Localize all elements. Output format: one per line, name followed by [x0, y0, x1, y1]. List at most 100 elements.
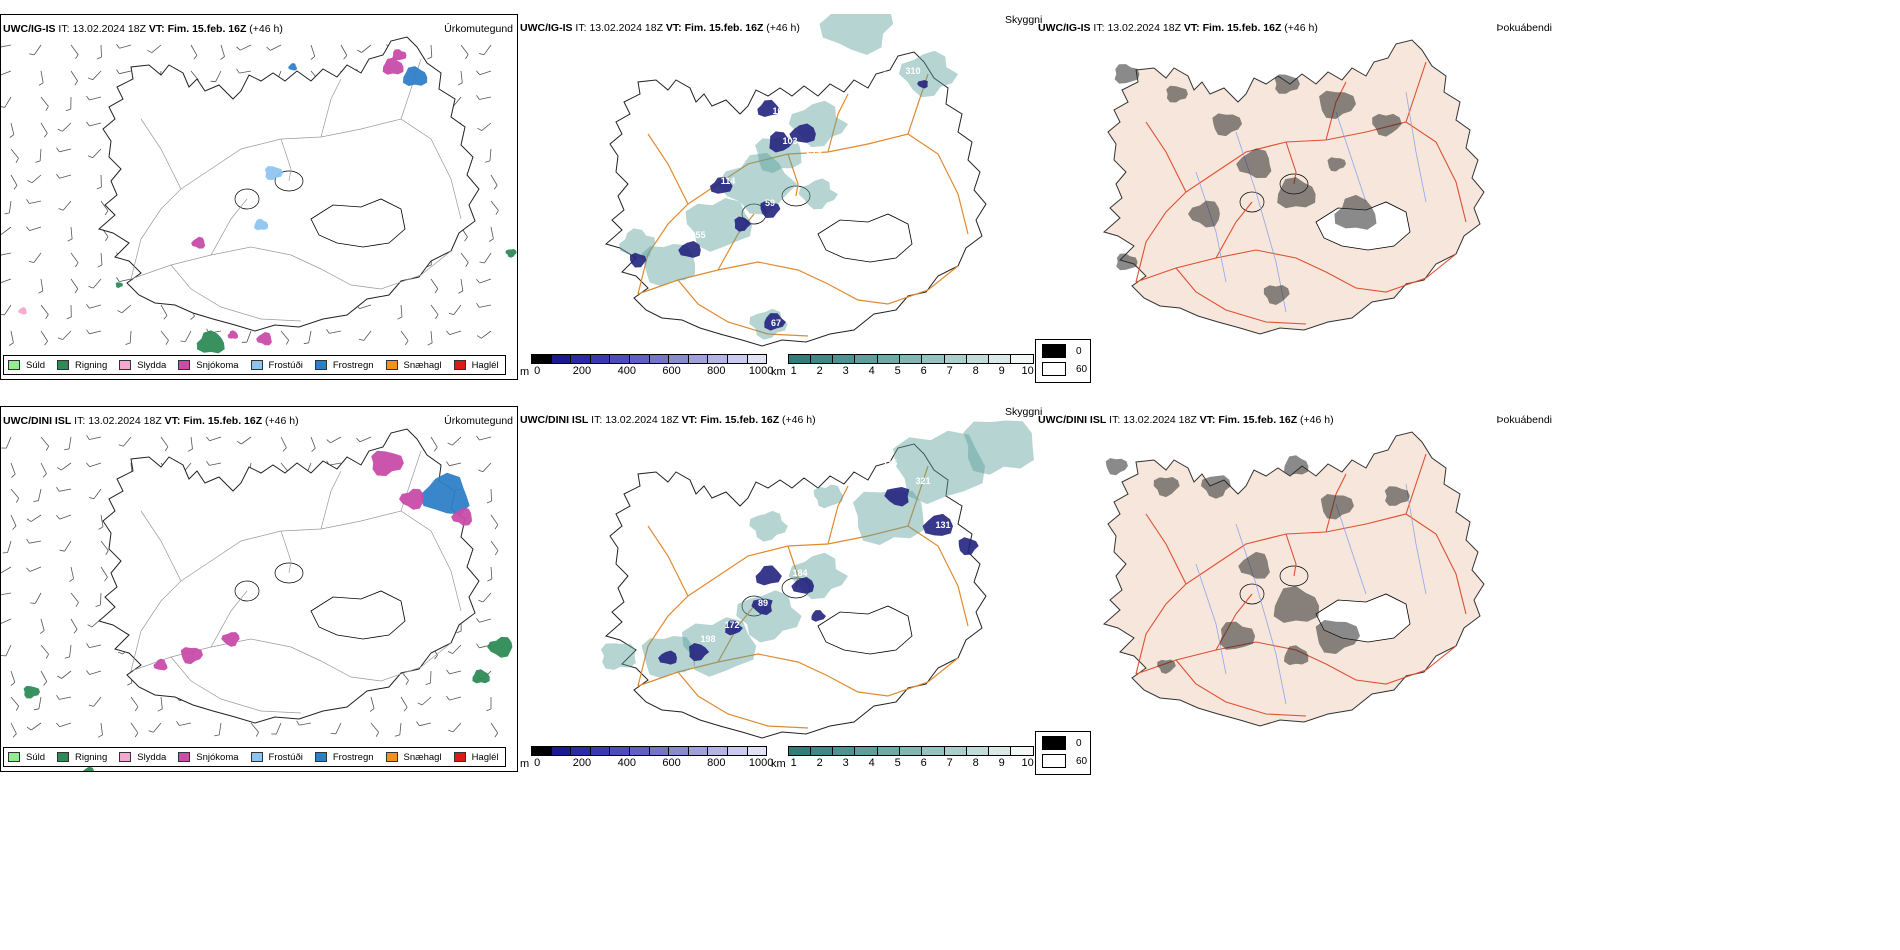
init-time: 13.02.2024 18Z [1107, 22, 1181, 34]
legend-swatch [8, 360, 20, 370]
fog-legend-swatch [1042, 344, 1066, 358]
legend-item: Haglél [453, 752, 499, 763]
cloud-map: 115 321 146 131 133 184 189 198 172 89 [601, 420, 1034, 739]
model-name: UWC/IG-IS [3, 23, 56, 35]
legend-item: Haglél [453, 360, 499, 371]
colorbar-swatch [551, 747, 572, 755]
colorbar-tick-label: 2 [816, 757, 823, 769]
colorbar-swatch [688, 747, 709, 755]
colorbar-swatch [669, 355, 689, 363]
colorbar-swatch [669, 747, 689, 755]
colorbar-tick-label: 1000 [748, 365, 774, 377]
panel-title: Skyggni [1005, 14, 1043, 26]
colorbar-tick-label: 10 [1021, 365, 1034, 377]
panel-header: UWC/IG-IS IT: 13.02.2024 18Z VT: Fim. 15… [520, 22, 800, 34]
cloudbase-value-label: 89 [758, 598, 768, 608]
legend-label: Rigning [75, 359, 108, 371]
cloudbase-value-label: 172 [724, 620, 739, 630]
it-label: IT: [575, 22, 587, 34]
colorbar-swatch [532, 355, 552, 363]
it-label: IT: [1093, 22, 1105, 34]
cloudbase-visibility-panel-top: UWC/IG-IS IT: 13.02.2024 18Z VT: Fim. 15… [518, 14, 1036, 380]
cloudbase-field [630, 80, 928, 331]
init-time: 13.02.2024 18Z [1123, 414, 1197, 426]
valid-time: Fim. 15.feb. 16Z [1218, 414, 1298, 426]
legend-label: Snjókoma [196, 359, 239, 371]
precip-areas [23, 450, 513, 771]
colorbar-swatch [747, 355, 767, 363]
visibility-colorbar: km 1 2 3 4 5 6 7 8 9 10 [771, 746, 1034, 770]
colorbar-swatch [590, 747, 611, 755]
fog-legend-item: 0 [1042, 344, 1082, 358]
legend-swatch [119, 360, 132, 370]
model-name: UWC/IG-IS [520, 22, 573, 34]
cloudbase-value-label: 189 [742, 586, 757, 596]
legend-item: Súld [8, 752, 45, 763]
init-time: 13.02.2024 18Z [589, 22, 663, 34]
fog-legend-label: 60 [1076, 755, 1088, 767]
panel-header: UWC/IG-IS IT: 13.02.2024 18Z VT: Fim. 15… [3, 23, 283, 35]
precip-map [1, 36, 517, 354]
fog-panel-bottom: UWC/DINI ISL IT: 13.02.2024 18Z VT: Fim.… [1036, 406, 1556, 772]
precip-type-panel-top: UWC/IG-IS IT: 13.02.2024 18Z VT: Fim. 15… [0, 14, 518, 380]
legend-item: Slydda [119, 360, 166, 371]
cloudbase-value-label: 59 [765, 198, 775, 208]
legend-label: Súld [26, 751, 46, 763]
legend-swatch [57, 752, 70, 762]
cloudbase-value-label: 133 [755, 556, 770, 566]
legend-label: Snæhagl [403, 359, 442, 371]
cloudbase-value-label: 146 [958, 496, 973, 506]
colorbar-swatch [989, 747, 1012, 755]
colorbar-swatch [877, 355, 900, 363]
init-time: 13.02.2024 18Z [605, 414, 679, 426]
cloudbase-value-label: 310 [905, 66, 920, 76]
colorbar-tick-label: 7 [946, 757, 953, 769]
legend-label: Slydda [137, 751, 167, 763]
lead-time: (+46 h) [1284, 22, 1318, 34]
lead-time: (+46 h) [1300, 414, 1334, 426]
colorbar-swatch [833, 355, 856, 363]
precip-areas [18, 49, 517, 354]
legend-label: Frostregn [332, 751, 374, 763]
precip-type-legend: Súld Rigning Slydda Snjókoma Frostúði Frostre… [3, 355, 506, 375]
vt-label: VT: [148, 23, 165, 35]
model-name: UWC/IG-IS [1038, 22, 1091, 34]
colorbar-swatch [590, 355, 611, 363]
legend-swatch [314, 360, 327, 370]
legend-item: Snæhagl [385, 752, 442, 763]
fog-legend-swatch [1042, 362, 1066, 376]
it-label: IT: [1109, 414, 1121, 426]
colorbar-swatch [532, 747, 552, 755]
fog-legend-item: 0 [1042, 736, 1082, 750]
cloudbase-value-label: 117 [883, 70, 898, 80]
colorbar-swatch [649, 747, 670, 755]
colorbar-swatch [630, 747, 650, 755]
legend-swatch [178, 752, 191, 762]
panel-header: UWC/DINI ISL IT: 13.02.2024 18Z VT: Fim.… [520, 414, 816, 426]
colorbar-swatch [727, 355, 748, 363]
vt-label: VT: [1199, 414, 1216, 426]
colorbar-swatch [1011, 747, 1033, 755]
colorbar-tick-label: 400 [617, 757, 636, 769]
fog-index-field [1105, 455, 1410, 674]
cloudbase-field [658, 487, 979, 665]
valid-time: Fim. 15.feb. 16Z [1202, 22, 1282, 34]
legend-swatch [119, 752, 132, 762]
cloudbase-colorbar: 0 200 400 600 800 1000 m [518, 354, 773, 378]
init-time: 13.02.2024 18Z [72, 23, 146, 35]
panel-header: UWC/DINI ISL IT: 13.02.2024 18Z VT: Fim.… [3, 415, 299, 427]
panel-title: Úrkomutegund [444, 23, 513, 35]
cloud-map: 310 117 105 103 214 114 59 155 67 [604, 14, 987, 347]
lead-time: (+46 h) [265, 415, 299, 427]
vt-label: VT: [164, 415, 181, 427]
legend-swatch [57, 360, 70, 370]
colorbar-swatch [944, 747, 967, 755]
iceland-outline [1102, 431, 1485, 727]
cloudbase-value-label: 214 [806, 146, 821, 156]
colorbar-tick-label: 800 [707, 365, 726, 377]
colorbar-swatch [922, 747, 945, 755]
it-label: IT: [58, 23, 70, 35]
cloudbase-value-label: 67 [771, 318, 781, 328]
cloudbase-value-label: 114 [721, 176, 736, 186]
legend-label: Slydda [137, 359, 167, 371]
